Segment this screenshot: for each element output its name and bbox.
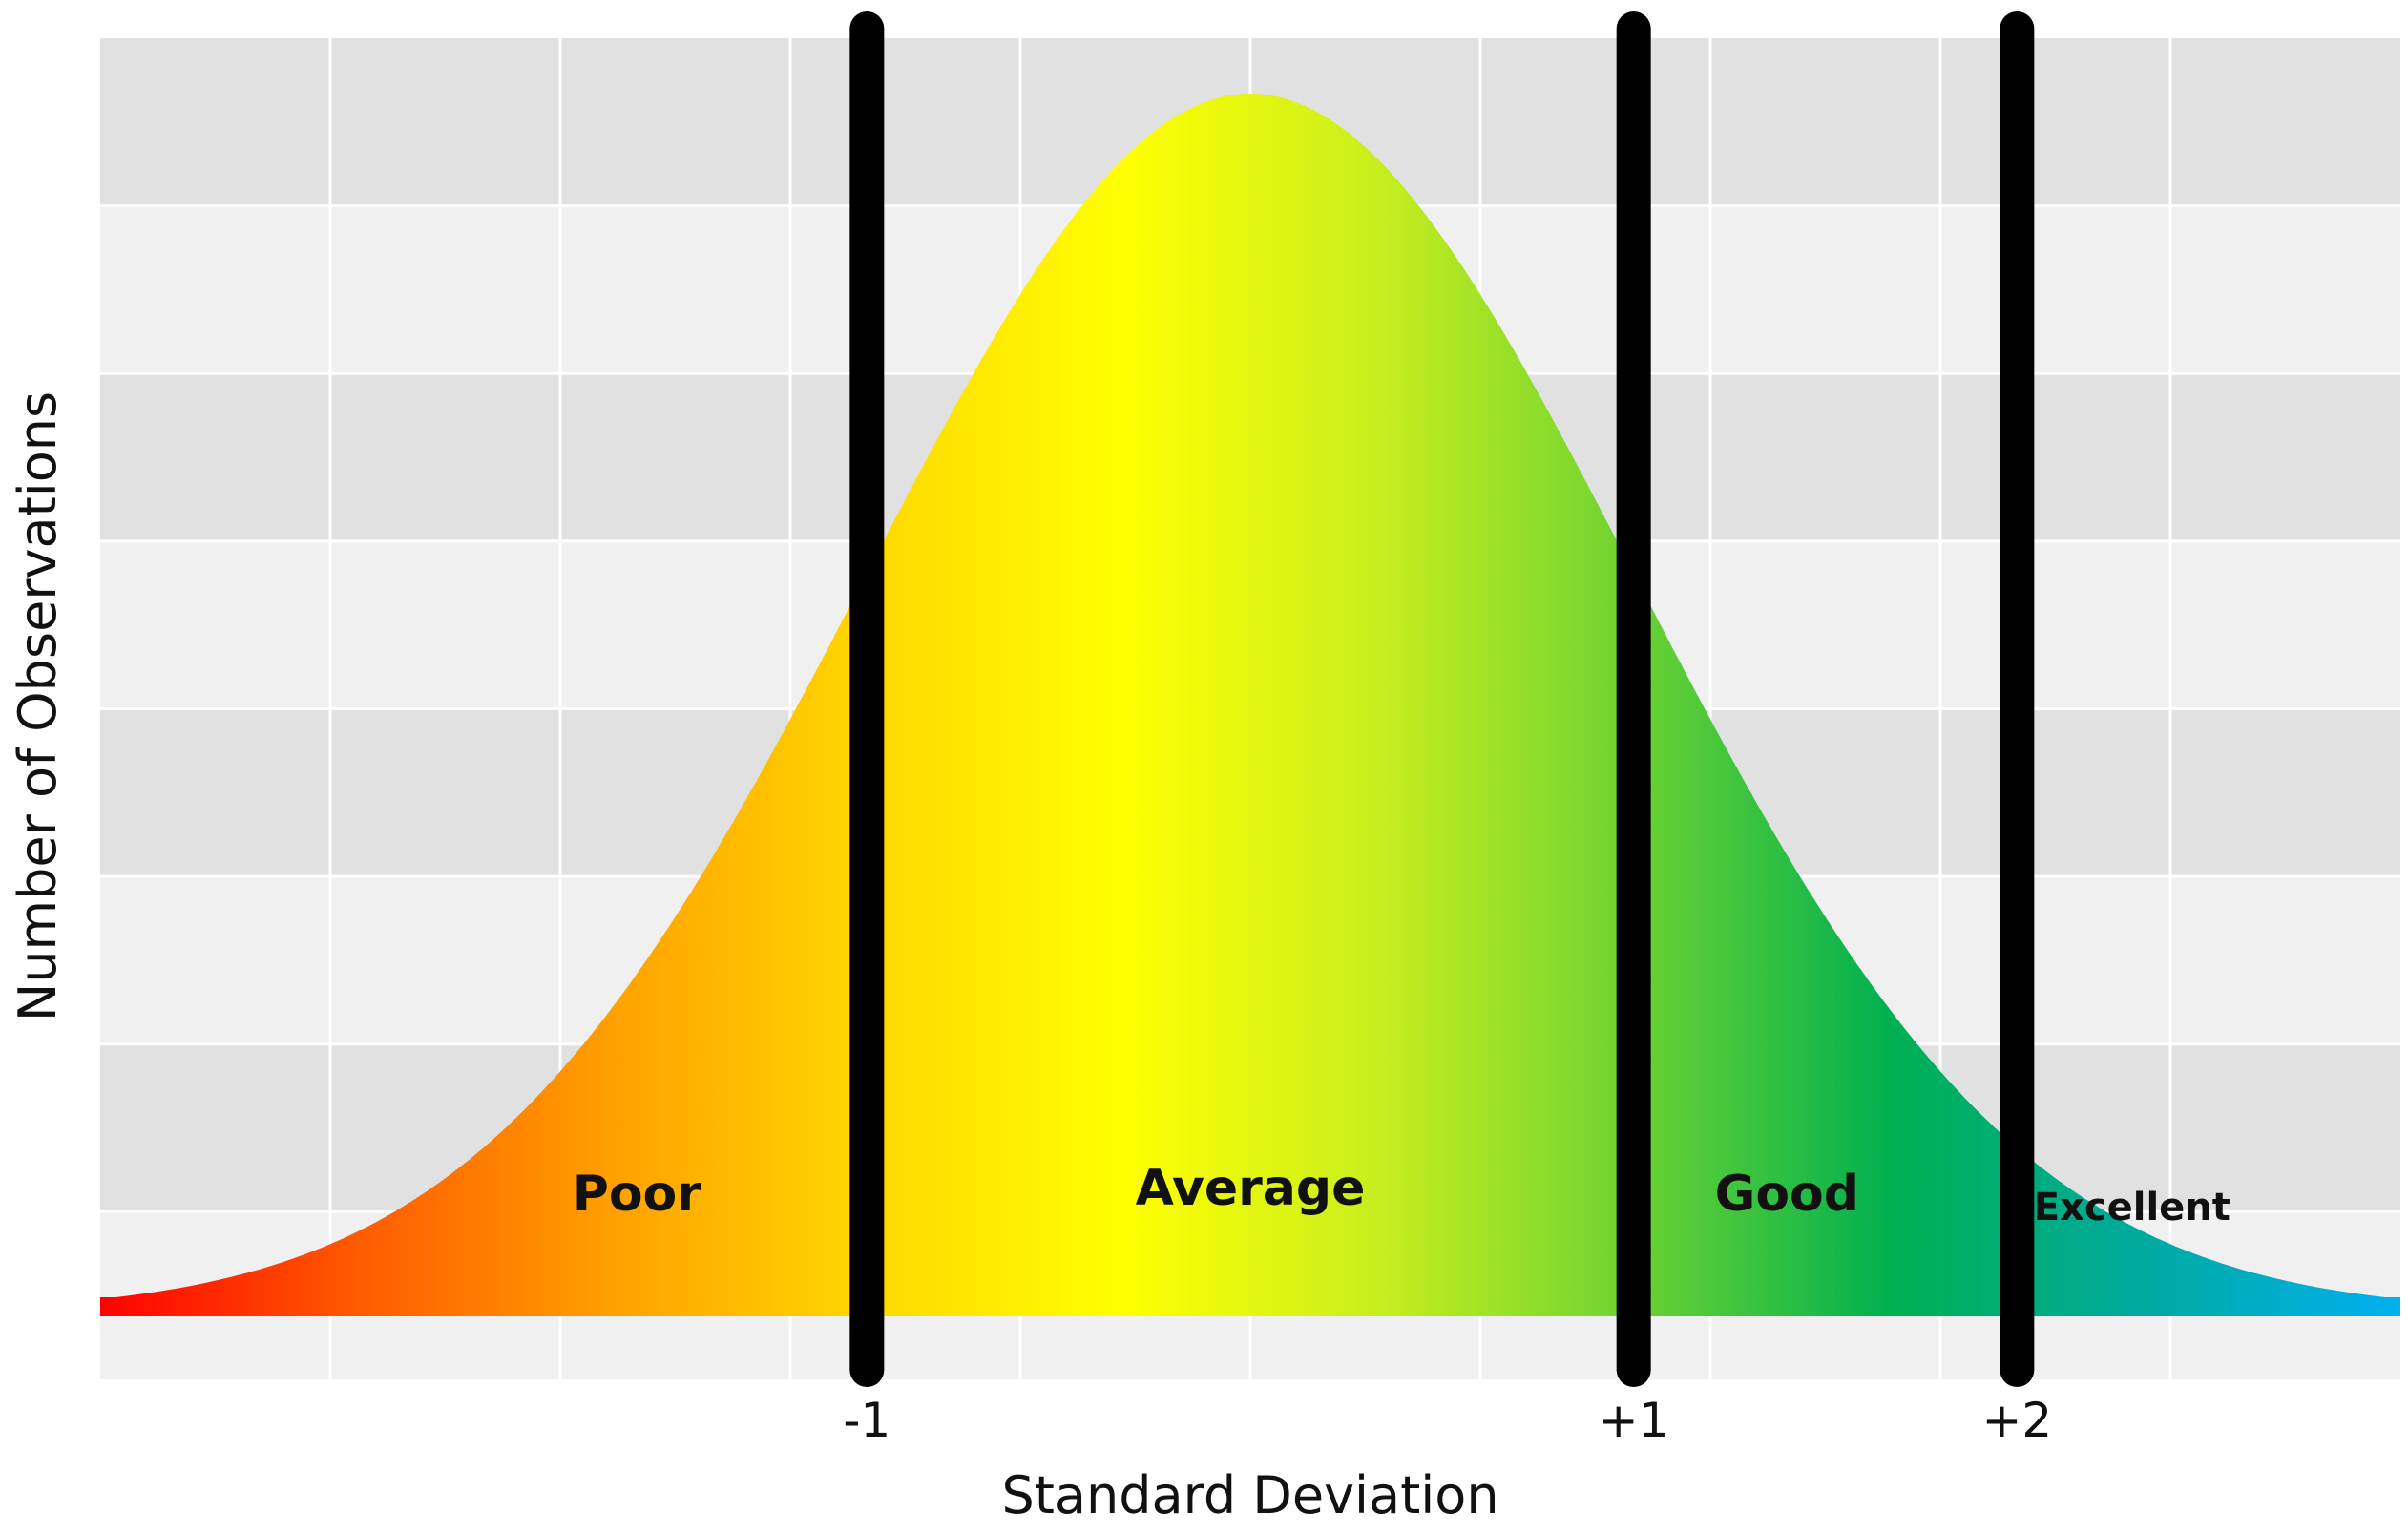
y-axis-title: Number of Observations	[8, 391, 68, 1021]
zone-label-average: Average	[1136, 1160, 1366, 1217]
boundary-lines	[849, 11, 2035, 1387]
zone-labels: Poor Average Good Excellent	[573, 1160, 2230, 1230]
x-tick-label: +2	[1981, 1393, 2052, 1448]
zone-label-poor: Poor	[573, 1166, 702, 1223]
zone-label-good: Good	[1715, 1166, 1859, 1223]
x-tick-label: -1	[843, 1393, 890, 1448]
x-axis-title: Standard Deviation	[1001, 1465, 1498, 1525]
x-tick-labels: -1 +1 +2	[843, 1393, 2052, 1448]
zone-label-excellent: Excellent	[2034, 1186, 2230, 1230]
distribution-curve	[100, 94, 2400, 1316]
x-tick-label: +1	[1599, 1393, 1669, 1448]
